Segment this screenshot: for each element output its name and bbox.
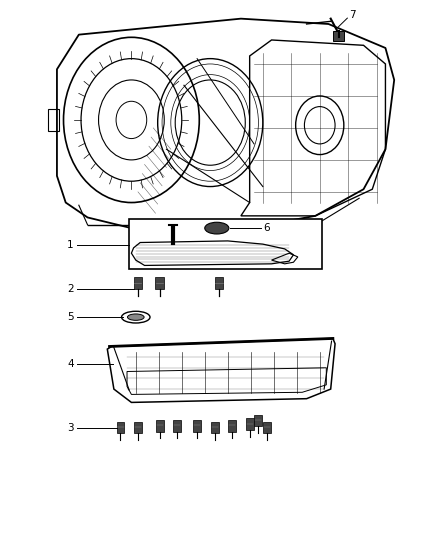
Bar (333, 31, 344, 41)
Bar (211, 422, 219, 433)
Bar (156, 420, 164, 432)
Bar (48, 109, 59, 131)
Text: 4: 4 (67, 359, 74, 368)
Bar (117, 422, 124, 433)
Ellipse shape (121, 311, 150, 323)
Bar (263, 422, 271, 433)
Bar (254, 415, 262, 426)
Bar (134, 277, 142, 289)
Text: 7: 7 (349, 11, 356, 20)
Bar (246, 418, 254, 430)
Text: 5: 5 (67, 312, 74, 322)
Ellipse shape (127, 314, 144, 320)
Text: 3: 3 (67, 423, 74, 433)
Bar (129, 219, 322, 269)
Bar (155, 277, 164, 289)
Ellipse shape (205, 222, 229, 234)
Text: 2: 2 (67, 284, 74, 294)
Text: 6: 6 (263, 223, 269, 233)
Bar (215, 277, 223, 289)
Bar (134, 422, 142, 433)
Bar (193, 420, 201, 432)
Text: 1: 1 (67, 240, 74, 250)
Bar (228, 420, 236, 432)
Bar (173, 420, 181, 432)
